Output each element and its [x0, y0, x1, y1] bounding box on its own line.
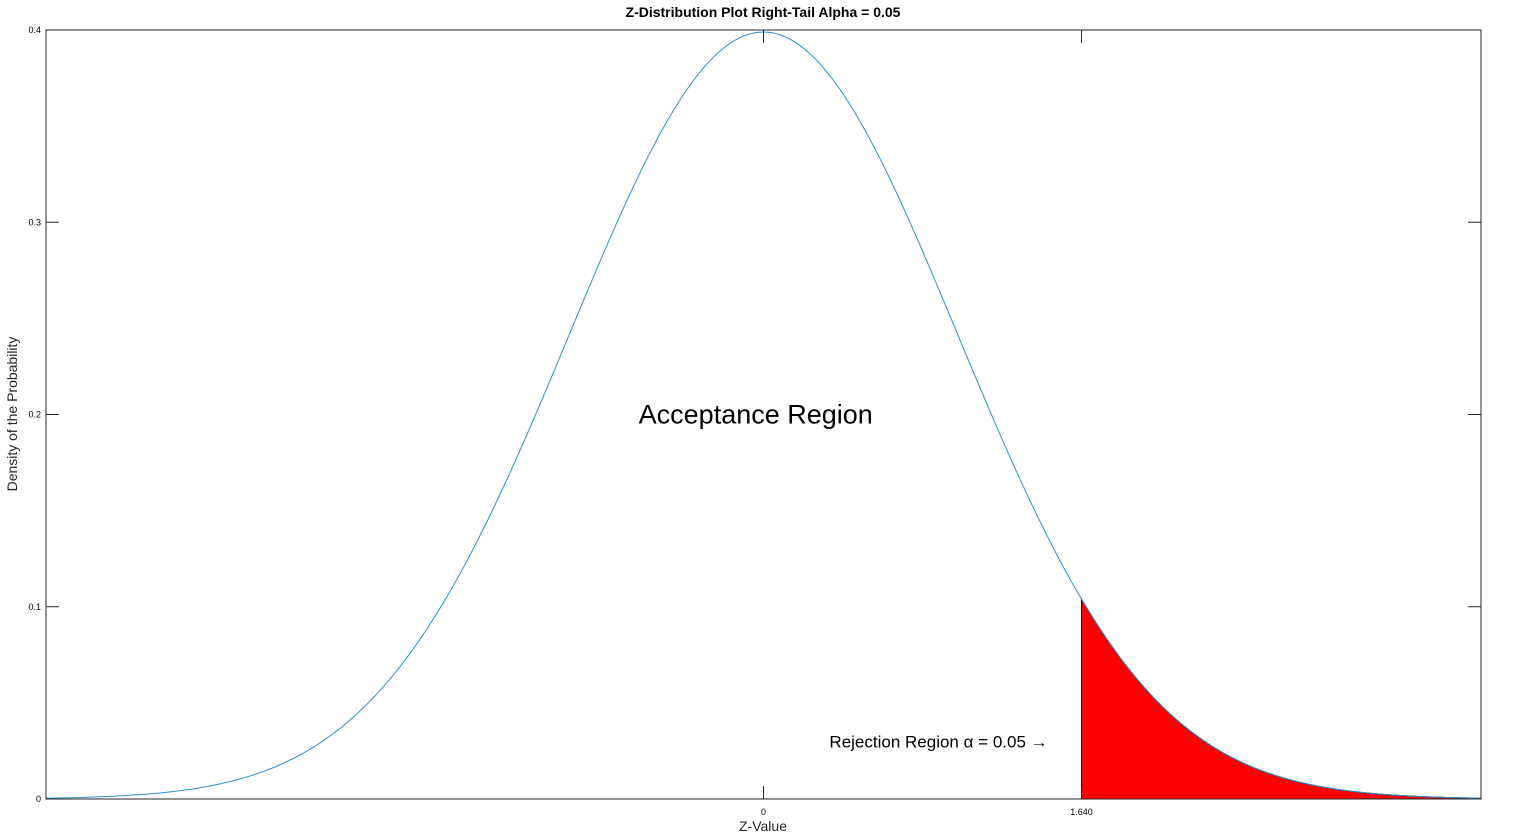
x-axis-title: Z-Value	[739, 818, 787, 834]
x-axis-ticks: 0 1.640	[761, 30, 1093, 817]
y-tick-label: 0.2	[28, 410, 41, 420]
chart-title: Z-Distribution Plot Right-Tail Alpha = 0…	[626, 4, 901, 20]
rejection-region-label: Rejection Region α = 0.05 →	[829, 732, 1047, 751]
y-tick-label: 0.3	[28, 217, 41, 227]
y-tick-label: 0	[36, 794, 41, 804]
y-tick-label: 0.1	[28, 602, 41, 612]
y-axis-title: Density of the Probability	[4, 337, 20, 492]
x-tick-label: 1.640	[1070, 807, 1093, 817]
y-tick-label: 0.4	[28, 25, 41, 35]
rejection-region-fill	[1081, 597, 1482, 800]
x-tick-label: 0	[761, 807, 766, 817]
y-axis-ticks: 0 0.1 0.2 0.3 0.4	[28, 25, 1481, 804]
acceptance-region-label: Acceptance Region	[639, 400, 873, 430]
